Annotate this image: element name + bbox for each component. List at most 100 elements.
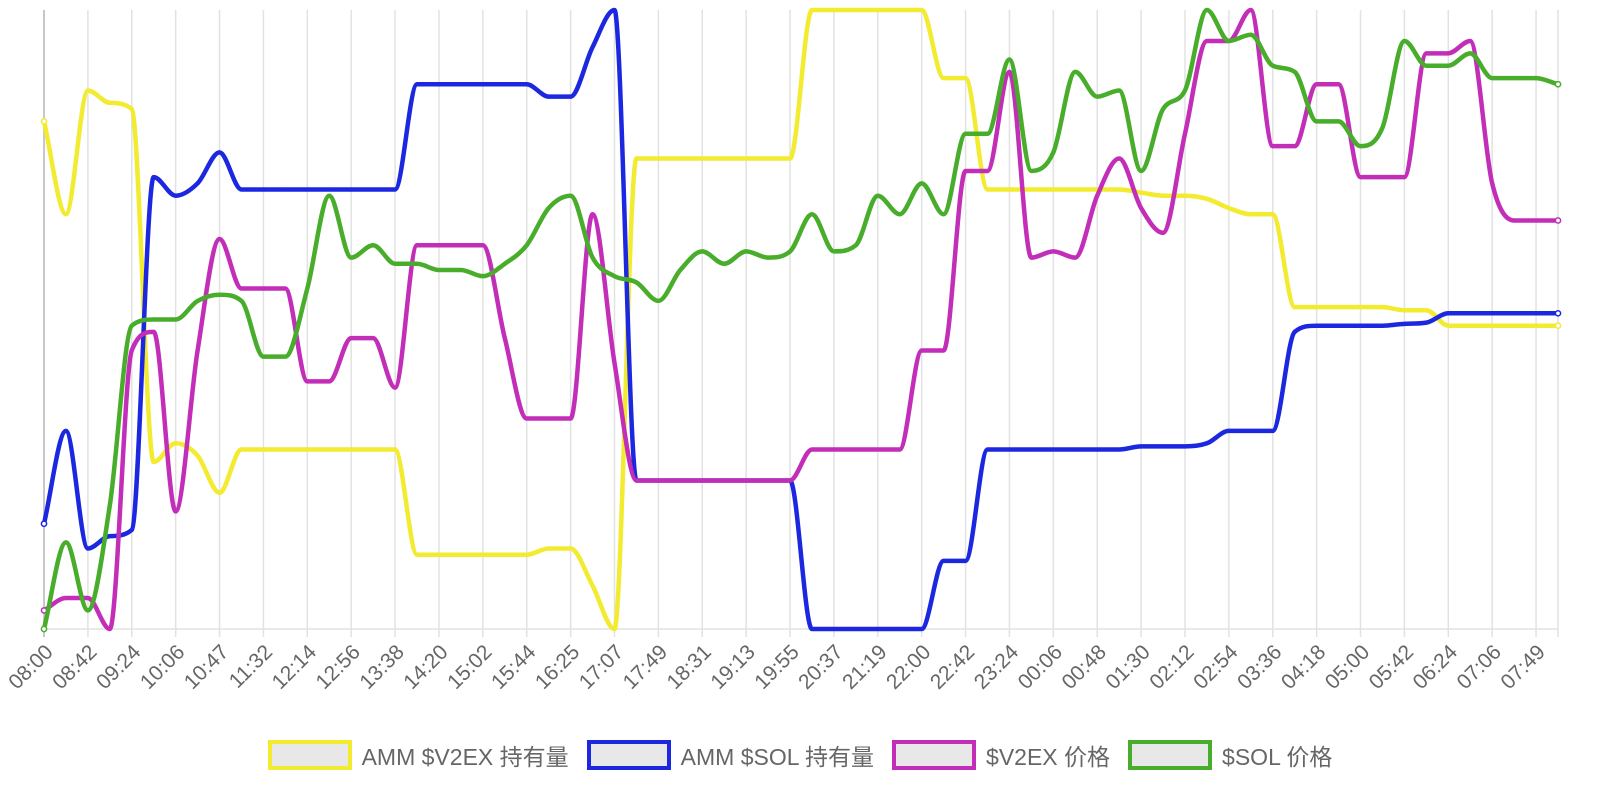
data-point[interactable] bbox=[941, 348, 946, 353]
data-point[interactable] bbox=[1358, 144, 1363, 149]
data-point[interactable] bbox=[63, 428, 68, 433]
data-point[interactable] bbox=[656, 478, 661, 483]
data-point[interactable] bbox=[371, 187, 376, 192]
data-point[interactable] bbox=[261, 286, 266, 291]
data-point[interactable] bbox=[831, 7, 836, 13]
data-point[interactable] bbox=[1402, 38, 1407, 44]
data-point[interactable] bbox=[744, 156, 749, 161]
data-point[interactable] bbox=[766, 156, 771, 161]
data-point[interactable] bbox=[1292, 305, 1297, 310]
data-point[interactable] bbox=[63, 596, 68, 601]
data-point[interactable] bbox=[546, 546, 551, 551]
data-point[interactable] bbox=[502, 336, 507, 341]
data-point[interactable] bbox=[1534, 76, 1539, 81]
data-point[interactable] bbox=[371, 447, 376, 452]
data-point[interactable] bbox=[1534, 311, 1539, 316]
data-point[interactable] bbox=[1336, 323, 1341, 328]
data-point[interactable] bbox=[393, 447, 398, 452]
data-point[interactable] bbox=[480, 274, 485, 279]
data-point[interactable] bbox=[744, 478, 749, 483]
data-point[interactable] bbox=[722, 478, 727, 483]
data-point[interactable] bbox=[919, 7, 924, 13]
data-point[interactable] bbox=[568, 94, 573, 99]
data-point[interactable] bbox=[1248, 212, 1253, 217]
data-point[interactable] bbox=[1512, 218, 1517, 223]
data-point[interactable] bbox=[1139, 190, 1144, 195]
data-point[interactable] bbox=[1468, 311, 1473, 316]
data-point[interactable] bbox=[1380, 305, 1385, 310]
data-point[interactable] bbox=[239, 447, 244, 452]
data-point[interactable] bbox=[985, 131, 990, 136]
data-point[interactable] bbox=[1336, 82, 1341, 87]
data-point[interactable] bbox=[678, 267, 683, 273]
data-point[interactable] bbox=[787, 249, 793, 254]
data-point[interactable] bbox=[700, 478, 705, 483]
data-point[interactable] bbox=[327, 187, 332, 192]
data-point[interactable] bbox=[458, 243, 463, 248]
data-point[interactable] bbox=[941, 558, 946, 563]
data-point[interactable] bbox=[963, 76, 968, 81]
data-point[interactable] bbox=[1160, 193, 1166, 198]
data-point[interactable] bbox=[261, 187, 266, 192]
data-point[interactable] bbox=[1226, 428, 1231, 433]
data-point[interactable] bbox=[985, 447, 990, 452]
data-point[interactable] bbox=[502, 82, 507, 87]
data-point[interactable] bbox=[239, 286, 244, 291]
data-point[interactable] bbox=[129, 106, 134, 112]
data-point[interactable] bbox=[1314, 82, 1319, 87]
data-point[interactable] bbox=[568, 193, 573, 198]
data-point[interactable] bbox=[1446, 311, 1451, 316]
data-point[interactable] bbox=[897, 212, 902, 217]
data-point[interactable] bbox=[1314, 119, 1319, 124]
data-point[interactable] bbox=[414, 82, 420, 87]
data-point[interactable] bbox=[524, 82, 529, 87]
data-point[interactable] bbox=[129, 348, 134, 353]
data-point[interactable] bbox=[1029, 447, 1034, 452]
data-point[interactable] bbox=[436, 82, 442, 87]
data-point[interactable] bbox=[590, 583, 595, 588]
data-point[interactable] bbox=[1424, 51, 1429, 56]
data-point[interactable] bbox=[1204, 196, 1209, 201]
data-point[interactable] bbox=[393, 261, 398, 266]
data-point[interactable] bbox=[349, 187, 354, 192]
data-point[interactable] bbox=[1402, 308, 1407, 313]
data-point[interactable] bbox=[1424, 308, 1429, 313]
data-point[interactable] bbox=[787, 156, 793, 161]
data-point[interactable] bbox=[1336, 305, 1341, 310]
data-point[interactable] bbox=[853, 626, 858, 632]
data-point[interactable] bbox=[1490, 323, 1495, 328]
data-point[interactable] bbox=[1270, 212, 1275, 217]
data-point[interactable] bbox=[700, 249, 705, 254]
data-point[interactable] bbox=[546, 94, 551, 99]
data-point[interactable] bbox=[40, 118, 48, 125]
data-point[interactable] bbox=[1073, 69, 1078, 74]
data-point[interactable] bbox=[1468, 323, 1473, 328]
data-point[interactable] bbox=[1182, 88, 1188, 93]
data-point[interactable] bbox=[1051, 447, 1056, 452]
data-point[interactable] bbox=[283, 286, 288, 291]
data-point[interactable] bbox=[1051, 187, 1056, 192]
data-point[interactable] bbox=[1314, 323, 1319, 328]
data-point[interactable] bbox=[1446, 63, 1451, 68]
data-point[interactable] bbox=[744, 249, 749, 254]
data-point[interactable] bbox=[1554, 80, 1562, 88]
data-point[interactable] bbox=[327, 193, 332, 198]
data-point[interactable] bbox=[941, 76, 946, 81]
data-point[interactable] bbox=[634, 478, 639, 483]
data-point[interactable] bbox=[283, 187, 288, 192]
data-point[interactable] bbox=[524, 552, 529, 557]
data-point[interactable] bbox=[261, 447, 266, 452]
data-point[interactable] bbox=[1270, 63, 1275, 68]
data-point[interactable] bbox=[1358, 323, 1363, 328]
data-point[interactable] bbox=[1051, 249, 1056, 254]
data-point[interactable] bbox=[656, 298, 661, 303]
data-point[interactable] bbox=[1095, 447, 1100, 452]
data-point[interactable] bbox=[568, 416, 573, 421]
data-point[interactable] bbox=[217, 236, 222, 242]
data-point[interactable] bbox=[700, 156, 705, 161]
data-point[interactable] bbox=[590, 255, 595, 260]
data-point[interactable] bbox=[1117, 447, 1122, 452]
data-point[interactable] bbox=[393, 385, 398, 390]
data-point[interactable] bbox=[327, 447, 332, 452]
data-point[interactable] bbox=[1554, 322, 1562, 330]
